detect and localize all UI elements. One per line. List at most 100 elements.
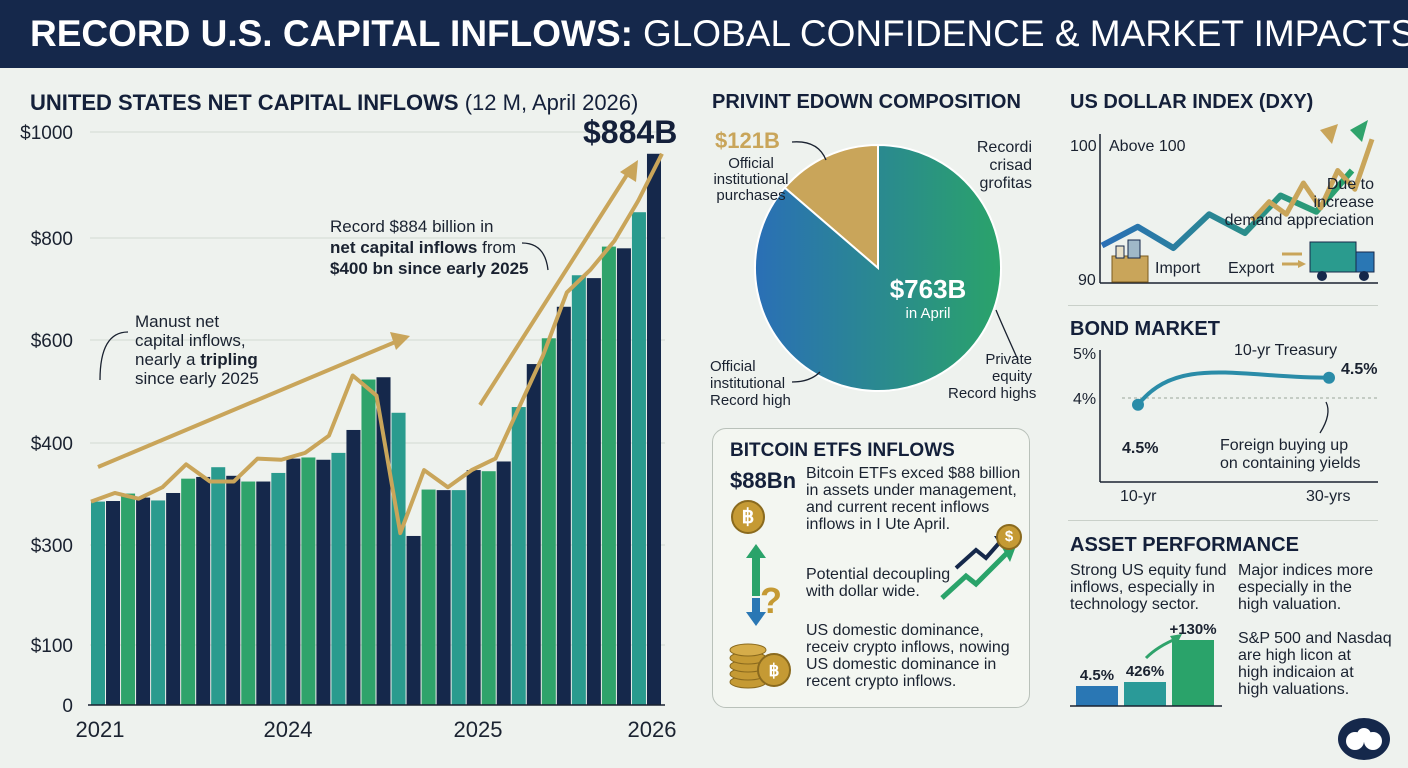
- pie-big-value: $763B: [889, 274, 967, 304]
- asset-left-text: Strong US equity fund inflows, especiall…: [1070, 562, 1227, 613]
- main-bar: [181, 478, 196, 705]
- main-bar: [106, 501, 121, 705]
- main-chart-title-bold: UNITED STATES NET CAPITAL INFLOWS: [30, 90, 459, 115]
- main-bar: [361, 379, 376, 705]
- main-bar: [436, 490, 451, 705]
- main-bar: [346, 429, 361, 705]
- pie-small-label: Official institutional purchases: [706, 156, 796, 204]
- main-bar-chart: 0 $100 $300 $400 $600 $800 $1000 2021 2024 2025 20…: [20, 123, 676, 742]
- asset-title: ASSET PERFORMANCE: [1070, 534, 1299, 556]
- main-annotation-arrow-tripling: [99, 331, 129, 381]
- dxy-import-label: Import: [1155, 260, 1201, 277]
- dxy-due-label: Due to increase demand appreciation: [1212, 176, 1374, 230]
- pie-tr-l3: grofitas: [979, 175, 1032, 192]
- main-y-tick-label: $600: [31, 331, 73, 352]
- question-mark-icon: ?: [760, 580, 782, 621]
- peak-label: $884B: [583, 114, 678, 150]
- asset-right2-l3: high indicaion at: [1238, 664, 1354, 681]
- bond-note: Foreign buying up on containing yields: [1220, 437, 1361, 473]
- dxy-y-top: 100: [1070, 138, 1097, 155]
- header-title-bold: RECORD U.S. CAPITAL INFLOWS:: [30, 13, 633, 54]
- main-bar: [151, 500, 166, 705]
- pie-small-l3: purchases: [716, 187, 786, 204]
- bond-line-chart: [1099, 350, 1378, 483]
- main-bar: [541, 338, 556, 705]
- main-bar: [511, 407, 526, 705]
- main-annotation-arrow-record: [521, 242, 549, 271]
- export-truck-icon: [1282, 241, 1375, 281]
- pie-big-label: $763B in April: [880, 274, 976, 322]
- main-bar: [136, 497, 151, 705]
- annotation-tripling-line1: Manust net: [135, 312, 220, 331]
- pie-big-sub: in April: [905, 305, 951, 322]
- pie-title: PRIVINT EDOWN COMPOSITION: [712, 91, 1021, 113]
- main-bar: [406, 535, 421, 705]
- bitcoin-text-3-l3: US domestic dominance in: [806, 656, 997, 673]
- header-title-rest: GLOBAL CONFIDENCE & MARKET IMPACTS: [642, 13, 1408, 54]
- main-y-tick-label: $800: [31, 229, 73, 250]
- main-bar: [256, 481, 271, 705]
- bitcoin-text-1-l4: inflows in I Ute April.: [806, 516, 951, 533]
- main-bar: [91, 501, 106, 705]
- bond-line: [1136, 370, 1330, 407]
- main-bar: [526, 364, 541, 705]
- page-header: RECORD U.S. CAPITAL INFLOWS: GLOBAL CONF…: [0, 0, 1408, 68]
- pie-slice: [754, 143, 1002, 392]
- bond-left-value: 4.5%: [1122, 440, 1159, 457]
- main-arrow-left-shaft: [97, 338, 401, 469]
- main-bar: [271, 472, 286, 705]
- dxy-due-l1: Due to: [1326, 176, 1374, 193]
- dxy-arrow-head-secondary: [1320, 124, 1338, 144]
- main-bar: [391, 412, 406, 705]
- pie-br-label: Private equity Record highs: [948, 351, 1037, 402]
- asset-right-l1: Major indices more: [1238, 562, 1374, 579]
- annotation-tripling-line2: capital inflows,: [135, 331, 246, 350]
- bond-right-value: 4.5%: [1341, 361, 1378, 378]
- pie-bl-l2: institutional: [710, 375, 786, 392]
- main-bar: [421, 489, 436, 705]
- annotation-tripling-line4: since early 2025: [135, 369, 259, 388]
- main-trend-line: [90, 152, 664, 536]
- pie-arrow-top: [791, 141, 827, 161]
- pie-bl-label: Official institutional Record high: [710, 358, 791, 409]
- main-bar: [601, 246, 616, 705]
- dxy-export-label: Export: [1228, 260, 1275, 277]
- bond-note-arrow: [1319, 401, 1329, 434]
- main-arrow-right-head: [620, 160, 638, 182]
- pie-small-l1: Official: [728, 155, 774, 172]
- annotation-record-line2-bold: net capital inflows: [330, 238, 478, 257]
- pie-arrow-left: [791, 371, 821, 383]
- main-x-tick-label: 2021: [76, 717, 125, 742]
- main-bar: [616, 248, 631, 705]
- main-bar: [121, 493, 136, 705]
- bond-note-l1: Foreign buying up: [1220, 437, 1349, 454]
- main-bar: [241, 481, 256, 705]
- dollar-coin-icon: $: [996, 524, 1022, 550]
- annotation-record-line1: Record $884 billion in: [330, 217, 494, 236]
- annotation-tripling-line3-pre: nearly a: [135, 350, 196, 369]
- asset-bar-chart: 4.5% 426% +130%: [1070, 621, 1222, 707]
- main-y-tick-label: $300: [31, 536, 73, 557]
- dxy-above-label: Above 100: [1109, 138, 1186, 155]
- asset-right2-l4: high valuations.: [1238, 681, 1350, 698]
- main-bar: [481, 471, 496, 705]
- bond-divider: [1068, 520, 1378, 521]
- pie-br-l3: Record highs: [948, 385, 1037, 402]
- bitcoin-text-1: Bitcoin ETFs exced $88 billion in assets…: [806, 465, 1020, 533]
- pie-small-l2: institutional: [713, 171, 789, 188]
- main-bar: [571, 275, 586, 705]
- main-bar: [631, 212, 646, 705]
- bitcoin-text-1-l1: Bitcoin ETFs exced $88 billion: [806, 465, 1021, 482]
- pie-slice: [783, 143, 879, 271]
- decoupling-arrows-icon: [746, 544, 766, 626]
- asset-bar: [1076, 686, 1118, 706]
- bitcoin-title: BITCOIN ETFS INFLOWS: [730, 440, 955, 461]
- asset-bar-label: 426%: [1126, 663, 1164, 680]
- main-bar: [166, 492, 181, 705]
- bond-y4: 4%: [1073, 391, 1097, 408]
- bitcoin-text-1-l3: and current recent inflows: [806, 499, 990, 516]
- asset-left-l1: Strong US equity fund: [1070, 562, 1227, 579]
- asset-bar: [1172, 640, 1214, 706]
- main-bar: [301, 457, 316, 705]
- main-bar: [586, 278, 601, 705]
